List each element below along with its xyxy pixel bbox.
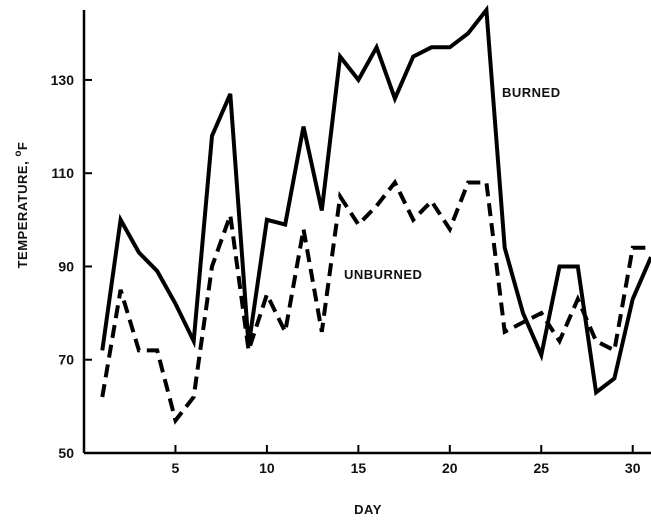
y-axis-title-unit: F	[15, 142, 30, 150]
y-tick-label: 110	[51, 165, 74, 181]
series-lines	[100, 4, 651, 425]
y-tick-label: 90	[58, 258, 74, 274]
series-line-unburned	[100, 178, 651, 425]
x-tick-label: 30	[625, 460, 641, 476]
x-tick-label: 20	[442, 460, 458, 476]
x-tick-label: 5	[172, 460, 180, 476]
y-axis-ticks: 50 70 90 110 130	[51, 72, 92, 461]
x-axis-ticks: 5 10 15 20 25 30	[172, 445, 641, 476]
y-axis-title: TEMPERATURE, oF	[13, 142, 30, 269]
x-tick-label: 15	[351, 460, 367, 476]
y-tick-label: 50	[58, 445, 74, 461]
y-tick-label: 70	[58, 352, 74, 368]
x-tick-label: 10	[259, 460, 275, 476]
y-axis-title-degree: o	[13, 150, 24, 157]
y-axis-title-text: TEMPERATURE,	[15, 157, 30, 269]
x-axis-title: DAY	[354, 502, 382, 517]
y-tick-label: 130	[51, 72, 75, 88]
x-tick-label: 25	[533, 460, 549, 476]
series-label-burned: BURNED	[502, 85, 561, 100]
series-line-burned	[100, 4, 651, 397]
series-label-unburned: UNBURNED	[344, 267, 422, 282]
